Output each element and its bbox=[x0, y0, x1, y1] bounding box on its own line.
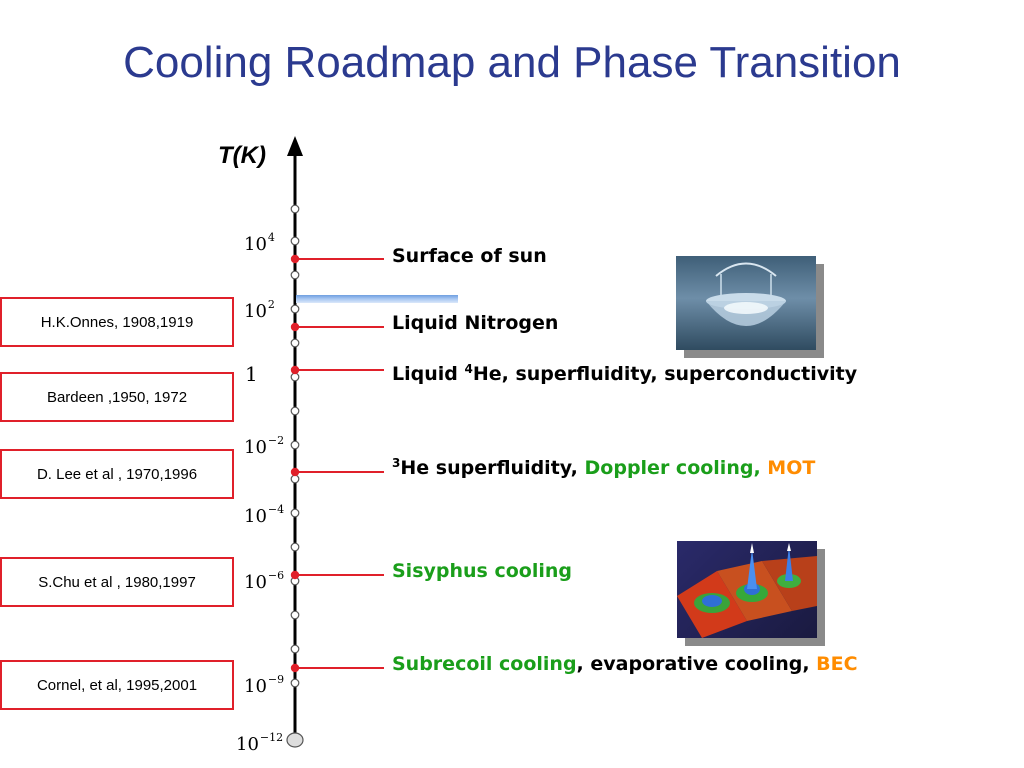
axis-end-circle bbox=[286, 732, 304, 748]
label-liquid-nitrogen: Liquid Nitrogen bbox=[392, 312, 559, 334]
axis-tick-circles bbox=[290, 204, 300, 688]
tick-label: 10−2 bbox=[244, 434, 285, 458]
tick-label: 102 bbox=[244, 298, 275, 322]
tick-label: 10−9 bbox=[244, 673, 285, 697]
label-sisyphus: Sisyphus cooling bbox=[392, 560, 572, 582]
nitrogen-band bbox=[296, 295, 458, 303]
label-liquid-helium-4: Liquid 4He, superfluidity, superconducti… bbox=[392, 362, 858, 385]
tick-label: 10−4 bbox=[244, 503, 285, 527]
person-box-onnes: H.K.Onnes, 1908,1919 bbox=[0, 297, 234, 347]
person-box-chu: S.Chu et al , 1980,1997 bbox=[0, 557, 234, 607]
liquid-nitrogen-photo bbox=[676, 256, 816, 350]
person-box-cornel: Cornel, et al, 1995,2001 bbox=[0, 660, 234, 710]
label-subrecoil: Subrecoil cooling, evaporative cooling, … bbox=[392, 653, 858, 675]
axis-arrow-icon bbox=[287, 136, 303, 156]
person-box-bardeen: Bardeen ,1950, 1972 bbox=[0, 372, 234, 422]
label-surface-of-sun: Surface of sun bbox=[392, 245, 547, 267]
bec-peaks-photo bbox=[677, 541, 817, 638]
person-box-lee: D. Lee et al , 1970,1996 bbox=[0, 449, 234, 499]
tick-label: 1 bbox=[245, 362, 258, 386]
milestone-markers bbox=[290, 254, 300, 673]
tick-label: 10−12 bbox=[236, 731, 284, 755]
tick-label: 104 bbox=[244, 231, 275, 255]
page-title: Cooling Roadmap and Phase Transition bbox=[123, 38, 901, 87]
label-helium-3: 3He superfluidity, Doppler cooling, MOT bbox=[392, 456, 816, 479]
tick-label: 10−6 bbox=[244, 569, 285, 593]
axis-title: T(K) bbox=[218, 142, 266, 169]
